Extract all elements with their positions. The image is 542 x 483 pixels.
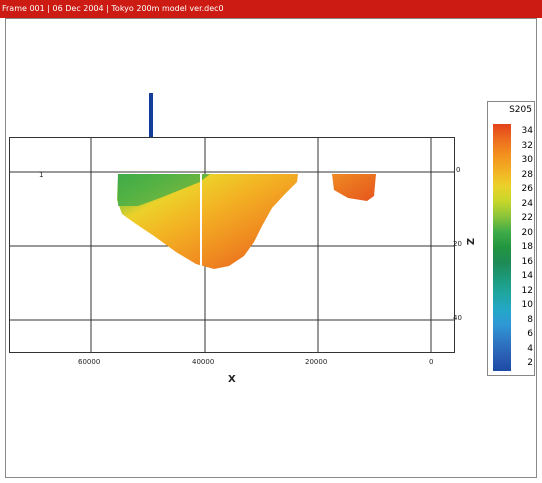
z-tick-0: 0 xyxy=(456,166,461,174)
x-tick-40000: 40000 xyxy=(192,358,215,366)
legend-title: S205 xyxy=(509,105,532,115)
legend-label-30: 30 xyxy=(521,155,533,166)
small-section-area xyxy=(332,174,376,201)
x-tick-20000: 20000 xyxy=(305,358,328,366)
legend-label-16: 16 xyxy=(521,256,533,267)
legend-label-28: 28 xyxy=(521,169,533,180)
z-tick-20: 20 xyxy=(453,240,462,248)
title-bar: Frame 001 | 06 Dec 2004 | Tokyo 200m mod… xyxy=(0,0,542,18)
legend-label-6: 6 xyxy=(527,329,533,340)
legend-label-26: 26 xyxy=(521,184,533,195)
x-tick-0: 0 xyxy=(429,358,434,366)
legend-label-32: 32 xyxy=(521,140,533,151)
plot-svg xyxy=(10,138,454,352)
legend-label-2: 2 xyxy=(527,358,533,369)
legend-label-14: 14 xyxy=(521,271,533,282)
legend-label-20: 20 xyxy=(521,227,533,238)
title-text: Frame 001 | 06 Dec 2004 | Tokyo 200m mod… xyxy=(2,4,224,13)
contour-plot: 1 xyxy=(9,137,455,353)
legend-label-18: 18 xyxy=(521,242,533,253)
legend-label-8: 8 xyxy=(527,314,533,325)
legend-label-22: 22 xyxy=(521,213,533,224)
legend-label-12: 12 xyxy=(521,285,533,296)
legend-colorbar xyxy=(493,124,511,371)
legend-label-24: 24 xyxy=(521,198,533,209)
green-band xyxy=(118,174,210,206)
legend-label-4: 4 xyxy=(527,343,533,354)
color-legend: S205 34 32 30 28 26 24 22 20 18 16 14 12 10 8 6 4 2 xyxy=(487,101,535,376)
legend-label-34: 34 xyxy=(521,126,533,136)
legend-labels: 34 32 30 28 26 24 22 20 18 16 14 12 10 8 6 4 2 xyxy=(513,124,533,371)
x-axis-label: X xyxy=(228,374,236,385)
x-tick-60000: 60000 xyxy=(78,358,101,366)
corner-label: 1 xyxy=(39,171,44,179)
z-axis-label: Z xyxy=(466,237,478,246)
z-tick-40: 40 xyxy=(453,314,462,322)
legend-label-10: 10 xyxy=(521,300,533,311)
main-section-area xyxy=(117,174,298,269)
